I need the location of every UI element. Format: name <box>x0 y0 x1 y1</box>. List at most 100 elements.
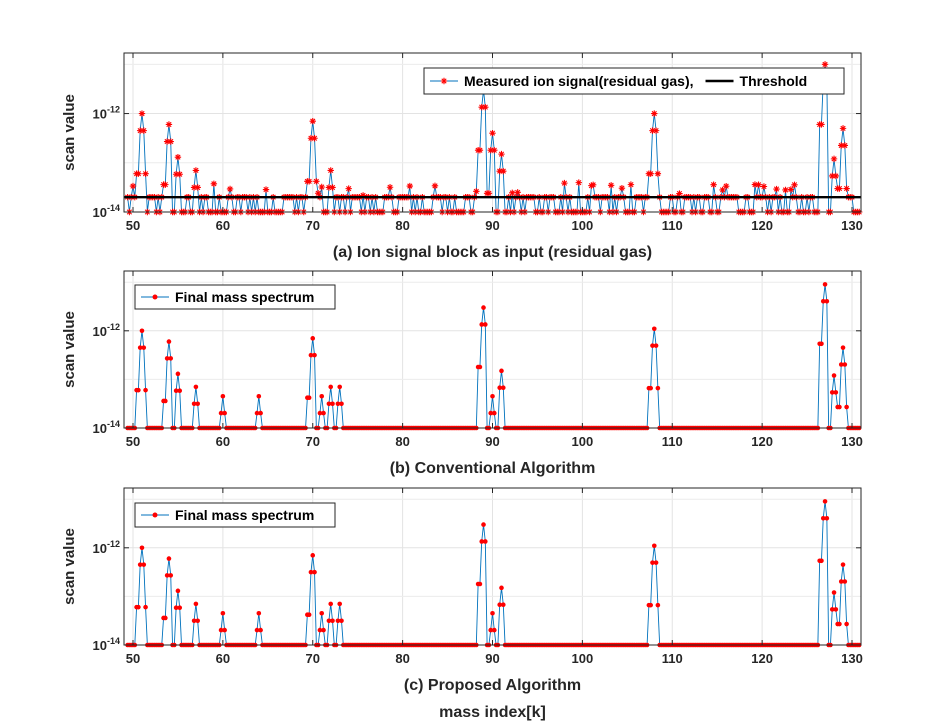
data-point <box>491 410 497 416</box>
data-point <box>172 171 180 178</box>
data-point <box>164 573 170 578</box>
data-point <box>488 410 494 416</box>
data-point <box>773 185 780 193</box>
data-point <box>575 179 582 186</box>
data-point <box>655 602 661 608</box>
x-tick-label: 90 <box>485 651 499 666</box>
data-point <box>168 356 174 361</box>
data-point <box>488 627 494 633</box>
data-point <box>483 539 488 544</box>
data-point <box>309 117 316 125</box>
data-point <box>782 186 789 194</box>
data-point <box>841 142 849 149</box>
data-point <box>838 362 844 367</box>
data-point <box>141 562 147 567</box>
data-point <box>647 170 654 177</box>
data-point <box>321 410 326 416</box>
y-axis-label: scan value <box>61 311 78 388</box>
x-tick-label: 90 <box>485 434 499 449</box>
data-point <box>651 326 657 332</box>
data-point <box>588 182 595 189</box>
data-point <box>222 410 227 416</box>
data-point <box>325 184 333 191</box>
data-point <box>651 543 657 549</box>
data-point <box>136 127 144 134</box>
x-axis-label: mass index[k] <box>439 704 546 721</box>
data-point <box>490 393 495 399</box>
data-point <box>589 181 597 189</box>
data-point <box>306 612 312 618</box>
data-point <box>561 179 568 187</box>
data-point <box>337 601 343 607</box>
x-tick-label: 50 <box>126 651 140 666</box>
x-tick-label: 130 <box>841 218 863 233</box>
data-point <box>173 605 179 611</box>
data-point <box>310 553 316 558</box>
data-point <box>327 167 334 174</box>
data-point <box>345 185 352 192</box>
data-point <box>143 604 148 610</box>
data-point <box>840 345 846 350</box>
y-tick-label: 10-12 <box>93 539 120 556</box>
data-point <box>135 170 142 177</box>
data-point <box>496 167 503 175</box>
data-point <box>308 569 314 575</box>
data-point <box>481 522 486 527</box>
data-point <box>142 170 149 177</box>
data-point <box>136 387 141 393</box>
data-point <box>654 170 662 177</box>
data-point <box>838 579 844 584</box>
x-tick-label: 70 <box>306 434 320 449</box>
data-point <box>254 627 260 633</box>
data-point <box>226 185 234 193</box>
y-axis-label: scan value <box>61 94 78 171</box>
data-point <box>497 385 502 390</box>
y-tick-label: 10-14 <box>93 636 120 653</box>
data-point <box>194 184 201 191</box>
y-tick-base: 10 <box>93 205 107 220</box>
data-point <box>163 398 168 404</box>
legend-swatch-marker <box>440 77 448 85</box>
data-point <box>830 155 838 163</box>
data-point <box>173 388 179 394</box>
data-point <box>832 172 840 180</box>
x-tick-label: 60 <box>216 651 230 666</box>
data-point <box>339 618 344 624</box>
x-tick-label: 100 <box>572 434 594 449</box>
data-point <box>722 182 730 190</box>
data-point <box>220 393 226 399</box>
x-tick-label: 80 <box>395 651 409 666</box>
x-tick-label: 110 <box>662 651 683 666</box>
data-point <box>514 189 521 196</box>
data-point <box>479 322 485 327</box>
data-point <box>833 607 839 612</box>
data-point <box>258 627 263 633</box>
legend-label: Measured ion signal(residual gas), <box>464 73 694 89</box>
data-point <box>829 390 835 395</box>
data-point <box>627 181 635 188</box>
data-point <box>650 560 655 565</box>
data-point <box>479 539 485 544</box>
data-point <box>489 129 496 137</box>
data-point <box>498 150 505 158</box>
x-tick-label: 50 <box>126 218 140 233</box>
data-point <box>317 410 323 416</box>
data-point <box>648 385 653 391</box>
data-point <box>477 364 483 370</box>
data-point <box>821 61 829 68</box>
data-point <box>719 186 726 194</box>
data-point <box>313 178 320 185</box>
data-point <box>262 186 270 193</box>
data-point <box>310 336 316 341</box>
data-point <box>256 393 262 399</box>
panel-title: (a) Ion signal block as input (residual … <box>333 244 652 261</box>
data-point <box>143 387 148 393</box>
data-point <box>829 172 836 180</box>
y-tick-label: 10-14 <box>93 203 120 220</box>
data-point <box>330 618 335 624</box>
data-point <box>326 618 332 624</box>
data-point <box>162 181 169 188</box>
data-point <box>317 627 323 633</box>
data-point <box>256 610 262 616</box>
